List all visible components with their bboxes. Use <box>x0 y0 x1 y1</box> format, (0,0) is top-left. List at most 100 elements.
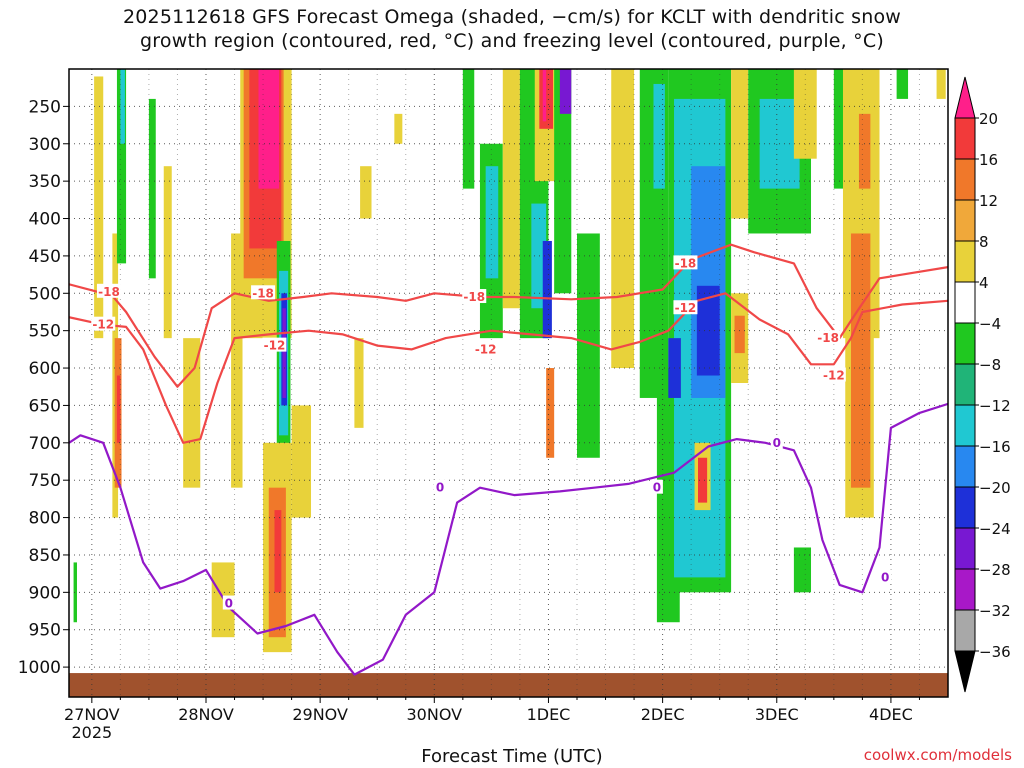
y-tick-label-550: 550 <box>29 322 61 342</box>
colorbar-segment-11 <box>954 527 976 570</box>
y-tick-label-800: 800 <box>29 509 61 529</box>
credit-link[interactable]: coolwx.com/models <box>863 746 1012 764</box>
omega-cell-43 <box>653 83 665 189</box>
colorbar-label-1: 16 <box>979 151 998 169</box>
colorbar-arrow-top <box>954 76 976 119</box>
omega-cell-37 <box>554 69 572 294</box>
contour-label-1: -18 <box>252 286 274 300</box>
omega-cell-8 <box>163 166 172 339</box>
colorbar-label-11: −28 <box>979 561 1011 579</box>
colorbar-label-13: −36 <box>979 643 1011 661</box>
y-tick-label-600: 600 <box>29 359 61 379</box>
colorbar-label-12: −32 <box>979 602 1011 620</box>
omega-cell-4 <box>73 562 77 623</box>
omega-cell-3 <box>116 375 121 443</box>
contour-line--18 <box>69 243 948 388</box>
omega-cell-35 <box>542 69 547 122</box>
contour-label-bg-2 <box>462 289 487 304</box>
contour-label-12: 0 <box>653 481 661 495</box>
colorbar-segment-12 <box>954 568 976 611</box>
omega-cell-39 <box>546 368 555 458</box>
contour-label-5: -12 <box>92 318 114 332</box>
y-tick-label-950: 950 <box>29 621 61 641</box>
omega-cell-5 <box>116 69 127 264</box>
y-tick-label-700: 700 <box>29 434 61 454</box>
x-tick-label-4DEC: 4DEC <box>869 705 913 724</box>
contour-label-11: 0 <box>436 481 444 495</box>
contour-label-8: -12 <box>675 301 697 315</box>
contour-label-bg-9 <box>821 367 846 382</box>
omega-cell-30 <box>502 69 520 309</box>
x-tick-sublabel-27NOV: 2025 <box>71 723 112 742</box>
x-tick-label-3DEC: 3DEC <box>755 705 799 724</box>
contour-line--12 <box>69 292 948 444</box>
omega-cell-15 <box>258 69 280 189</box>
omega-cell-27 <box>462 69 475 189</box>
x-tick-label-27NOV: 27NOV <box>64 705 120 724</box>
axes: 250 300 350 400 450 500 550 600 650 700 750 800 850 9… <box>18 68 949 742</box>
omega-cell-24 <box>360 166 372 219</box>
colorbar-label-3: 8 <box>979 233 989 251</box>
contour-label-9: -12 <box>823 369 845 383</box>
y-tick-label-400: 400 <box>29 210 61 230</box>
omega-cell-58 <box>793 547 812 593</box>
colorbar-label-9: −20 <box>979 479 1011 497</box>
omega-cell-51 <box>697 457 708 503</box>
omega-cell-29 <box>485 166 499 279</box>
omega-cell-57 <box>793 69 817 159</box>
colorbar-segment-3 <box>954 199 976 242</box>
x-tick-label-30NOV: 30NOV <box>407 705 463 724</box>
colorbar-label-8: −16 <box>979 438 1011 456</box>
omega-cell-41 <box>611 69 635 369</box>
colorbar-segment-5 <box>954 281 976 324</box>
contour-label-14: 0 <box>881 570 889 584</box>
colorbar-segment-9 <box>954 445 976 488</box>
omega-cell-40 <box>576 233 600 458</box>
chart-title-line-2: growth region (contoured, red, °C) and f… <box>140 30 884 52</box>
contour-label-bg-5 <box>91 316 116 331</box>
y-tick-label-650: 650 <box>29 396 61 416</box>
y-tick-label-250: 250 <box>29 97 61 117</box>
x-tick-label-2DEC: 2DEC <box>641 705 685 724</box>
colorbar-segment-10 <box>954 486 976 529</box>
colorbar-segment-4 <box>954 240 976 283</box>
omega-cell-6 <box>120 69 125 144</box>
omega-cell-65 <box>936 69 946 99</box>
contour-label-bg-3 <box>673 255 698 270</box>
contour-label-4: -18 <box>817 331 839 345</box>
y-tick-label-300: 300 <box>29 135 61 155</box>
x-tick-label-28NOV: 28NOV <box>178 705 234 724</box>
colorbar-label-5: −4 <box>979 315 1001 333</box>
plot-area: -18 -18 -18 -18 -18 -12 -12 -12 -12 -12 0 0 0 0 0 <box>69 69 948 697</box>
y-tick-label-350: 350 <box>29 172 61 192</box>
y-tick-label-750: 750 <box>29 471 61 491</box>
contour-label-2: -18 <box>463 290 485 304</box>
chart-title-line-1: 2025112618 GFS Forecast Omega (shaded, −… <box>122 6 902 28</box>
x-tick-label-29NOV: 29NOV <box>292 705 348 724</box>
omega-cell-36 <box>542 240 552 339</box>
colorbar: 20 16 12 8 4 −4 −8 −12 −16 −20 −24 −28 −32 −36 <box>954 76 1011 693</box>
colorbar-segment-8 <box>954 404 976 447</box>
contour-label-bg-4 <box>816 330 841 345</box>
omega-cell-25 <box>354 338 364 428</box>
colorbar-label-2: 12 <box>979 192 998 210</box>
colorbar-label-4: 4 <box>979 274 989 292</box>
plot-frame <box>68 68 949 698</box>
omega-cell-54 <box>734 315 745 354</box>
x-axis-label: Forecast Time (UTC) <box>421 746 603 767</box>
contour-label-bg-10 <box>222 595 235 610</box>
contour-label-7: -12 <box>475 342 497 356</box>
y-tick-label-500: 500 <box>29 284 61 304</box>
colorbar-label-0: 20 <box>979 110 998 128</box>
omega-cell-23 <box>291 405 312 518</box>
contour-label-13: 0 <box>773 436 781 450</box>
contour-label-bg-14 <box>879 569 892 584</box>
contour-label-bg-13 <box>770 434 783 449</box>
contour-line-0 <box>69 402 948 676</box>
omega-cell-26 <box>394 113 403 144</box>
y-tick-label-1000: 1000 <box>18 658 61 678</box>
omega-cell-7 <box>148 98 156 279</box>
omega-cell-63 <box>858 113 871 189</box>
contour-label-bg-7 <box>473 341 498 356</box>
